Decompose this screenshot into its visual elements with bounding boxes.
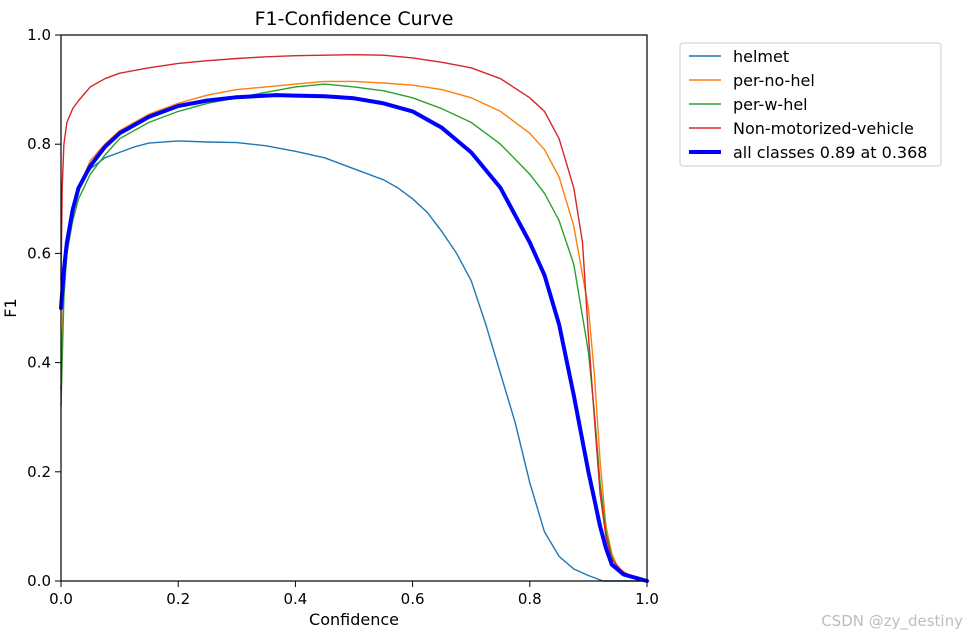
y-tick-label: 0.2 [27,463,51,481]
x-axis-ticks: 0.0 0.2 0.4 0.6 0.8 1.0 [49,581,659,608]
series-line-0 [60,140,648,582]
series-line-3 [60,54,648,582]
legend-label: per-w-hel [733,95,808,114]
watermark: CSDN @zy_destiny [821,612,963,630]
legend-box [679,42,942,167]
x-tick-label: 0.4 [283,590,307,608]
legend-label: per-no-hel [733,71,815,90]
y-axis-label: F1 [1,298,20,317]
x-tick-label: 0.6 [401,590,425,608]
y-axis-ticks: 0.0 0.2 0.4 0.6 0.8 1.0 [27,26,61,590]
series-line-1 [60,80,648,582]
legend-label: Non-motorized-vehicle [733,119,914,138]
y-tick-label: 0.4 [27,354,51,372]
chart-title: F1-Confidence Curve [255,8,454,30]
plot-area [59,54,649,583]
legend-label: all classes 0.89 at 0.368 [733,143,927,162]
x-tick-label: 1.0 [635,590,659,608]
y-tick-label: 0.6 [27,244,51,262]
y-tick-label: 0.0 [27,572,51,590]
legend: helmet per-no-hel per-w-hel Non-motorized-v… [679,42,942,167]
legend-label: helmet [733,47,789,66]
x-tick-label: 0.2 [166,590,190,608]
y-tick-label: 0.8 [27,135,51,153]
x-axis-label: Confidence [309,610,399,629]
series-line-4 [59,93,649,583]
x-tick-label: 0.8 [518,590,542,608]
plot-frame [60,34,648,582]
y-tick-label: 1.0 [27,26,51,44]
x-tick-label: 0.0 [49,590,73,608]
